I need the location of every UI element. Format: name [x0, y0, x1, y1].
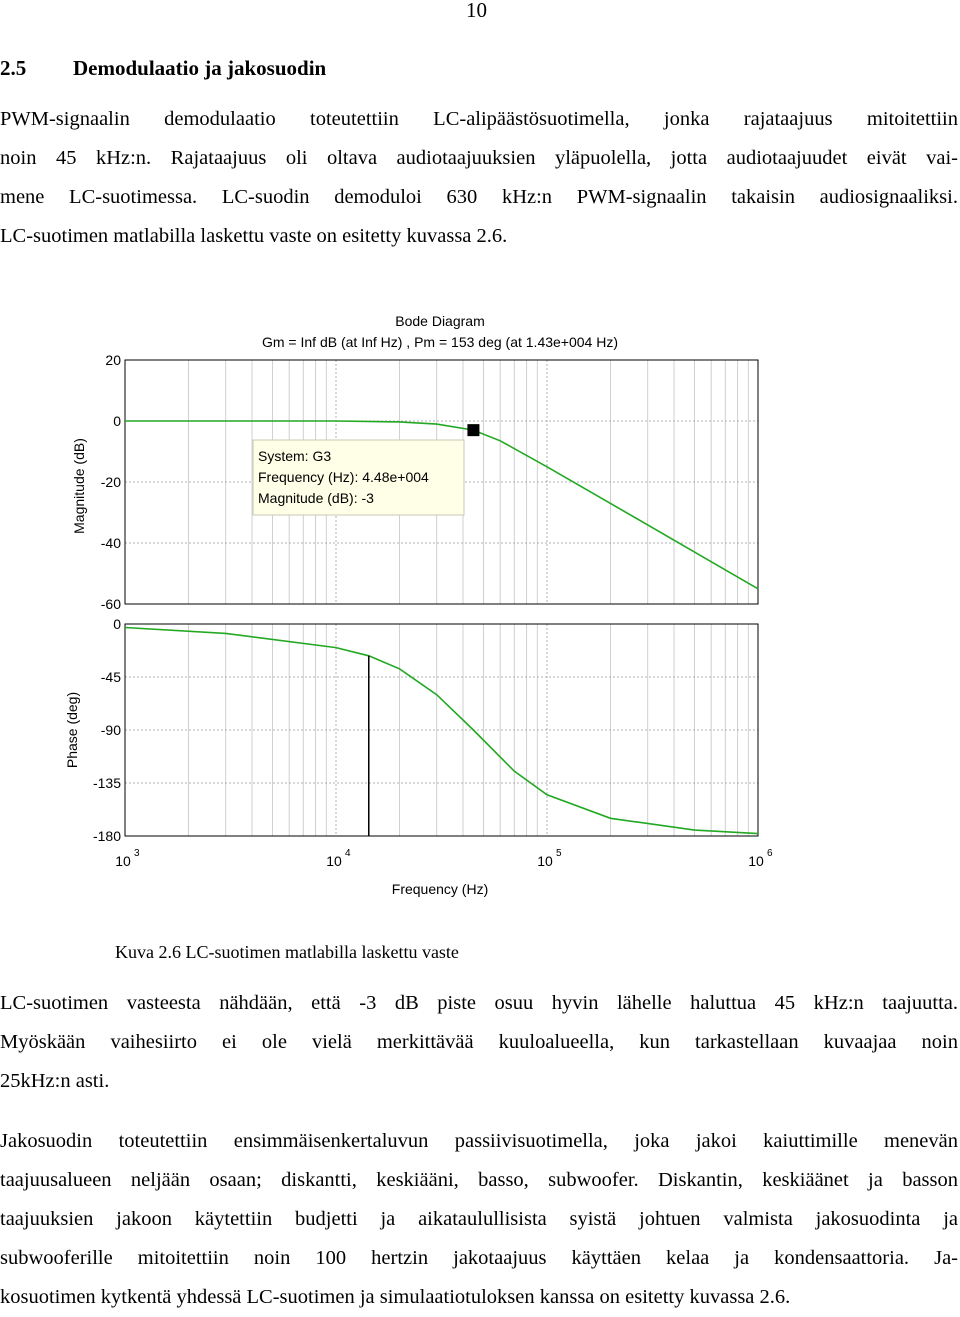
magnitude-axis-label: Magnitude (dB)	[71, 438, 87, 534]
paragraph-analysis: LC-suotimen vasteesta nähdään, että -3 d…	[0, 984, 958, 1101]
paragraph-line: LC-suotimen vasteesta nähdään, että -3 d…	[0, 992, 958, 1014]
phase-series-line	[124, 626, 759, 835]
x-axis-ticks: 10 3 10 4 10 5 10 6	[115, 848, 773, 869]
paragraph-line: PWM-signaalin demodulaatio toteutettiin …	[0, 108, 958, 130]
paragraph-line: kosuotimen kytkentä yhdessä LC-suotimen …	[0, 1286, 791, 1308]
paragraph-line: Myöskään vaihesiirto ei ole vielä merkit…	[0, 1031, 958, 1053]
phase-panel: 0 -45 -90 -135 -180	[93, 616, 759, 844]
paragraph-line: LC-suotimen matlabilla laskettu vaste on…	[0, 225, 508, 247]
chart-subtitle: Gm = Inf dB (at Inf Hz) , Pm = 153 deg (…	[262, 334, 618, 350]
magnitude-tick-label: -40	[101, 535, 121, 551]
section-title: Demodulaatio ja jakosuodin	[73, 56, 327, 80]
magnitude-tick-label: 20	[105, 352, 121, 368]
paragraph-line: noin 45 kHz:n. Rajataajuus oli oltava au…	[0, 147, 958, 169]
paragraph-intro: PWM-signaalin demodulaatio toteutettiin …	[0, 100, 958, 256]
datatip-box: System: G3 Frequency (Hz): 4.48e+004 Mag…	[252, 439, 465, 516]
phase-tick-label: -90	[101, 722, 121, 738]
phase-axis-label: Phase (deg)	[64, 692, 80, 768]
magnitude-tick-label: -20	[101, 474, 121, 490]
datatip-system: System: G3	[258, 448, 331, 464]
section-heading: 2.5 Demodulaatio ja jakosuodin	[0, 56, 326, 81]
paragraph-line: 25kHz:n asti.	[0, 1070, 110, 1092]
x-tick-label: 10	[537, 853, 553, 869]
chart-title: Bode Diagram	[395, 313, 485, 329]
magnitude-frame	[124, 359, 759, 605]
datatip-background	[252, 439, 465, 516]
x-tick-exponent: 3	[134, 848, 140, 859]
x-tick-label: 10	[748, 853, 764, 869]
datatip-magnitude: Magnitude (dB): -3	[258, 490, 374, 506]
x-tick-exponent: 6	[767, 848, 773, 859]
x-tick-exponent: 5	[556, 848, 562, 859]
paragraph-line: taajuuksien jakoon käytettiin budjetti j…	[0, 1208, 958, 1230]
paragraph-line: mene LC-suotimessa. LC-suodin demoduloi …	[0, 186, 958, 208]
x-tick-label: 10	[115, 853, 131, 869]
datatip-marker	[467, 424, 480, 437]
magnitude-tick-label: 0	[113, 413, 121, 429]
x-tick-exponent: 4	[345, 848, 351, 859]
datatip-frequency: Frequency (Hz): 4.48e+004	[258, 469, 429, 485]
paragraph-crossover: Jakosuodin toteutettiin ensimmäisenkerta…	[0, 1122, 958, 1317]
phase-tick-label: 0	[113, 616, 121, 632]
figure-caption: Kuva 2.6 LC-suotimen matlabilla laskettu…	[115, 942, 459, 962]
frequency-axis-label: Frequency (Hz)	[392, 881, 488, 897]
phase-frame	[124, 623, 759, 837]
paragraph-line: taajuusalueen neljään osaan; diskantti, …	[0, 1169, 958, 1191]
section-number: 2.5	[0, 56, 27, 80]
page-number: 10	[466, 0, 487, 22]
magnitude-tick-label: -60	[101, 596, 121, 612]
phase-tick-label: -135	[93, 775, 121, 791]
paragraph-line: Jakosuodin toteutettiin ensimmäisenkerta…	[0, 1130, 958, 1152]
bode-diagram-figure: Bode Diagram Gm = Inf dB (at Inf Hz) , P…	[64, 313, 773, 897]
phase-tick-label: -180	[93, 828, 121, 844]
x-tick-label: 10	[326, 853, 342, 869]
paragraph-line: subwooferille mitoitettiin noin 100 hert…	[0, 1247, 958, 1269]
phase-tick-label: -45	[101, 669, 121, 685]
